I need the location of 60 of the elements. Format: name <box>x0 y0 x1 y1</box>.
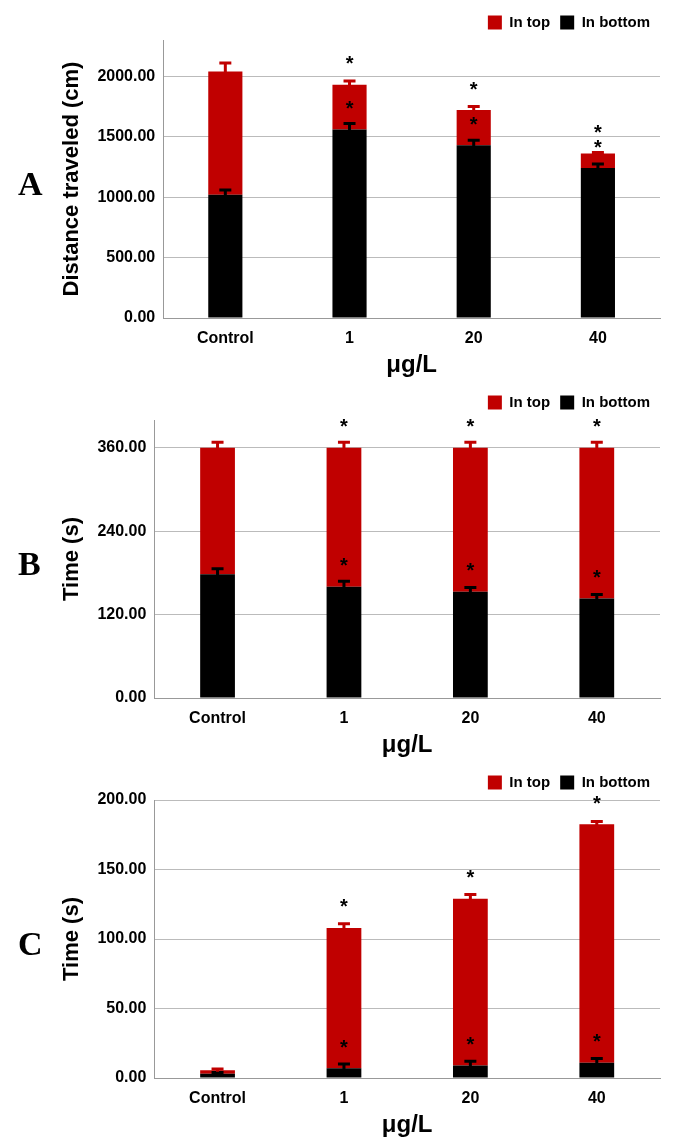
annotation: * <box>340 1035 349 1058</box>
y-axis-title: Distance traveled (cm) <box>58 61 84 297</box>
x-axis-title: μg/L <box>386 350 437 378</box>
y-tick-label: 100.00 <box>97 929 147 947</box>
x-axis-title: μg/L <box>381 1110 433 1138</box>
x-tick-label: 40 <box>587 1089 606 1107</box>
legend-label: In bottom <box>581 392 651 410</box>
annotation: * <box>466 559 475 582</box>
y-axis-title: Time (s) <box>58 897 84 981</box>
legend-label: In bottom <box>581 772 651 790</box>
y-tick-label: 2000.00 <box>97 66 156 84</box>
annotation: * <box>592 791 601 814</box>
text: B <box>18 545 41 583</box>
x-tick-label: Control <box>196 329 254 347</box>
y-tick-label: 200.00 <box>97 790 147 808</box>
y-tick-label: 50.00 <box>106 998 147 1016</box>
y-axis-title: Time (s) <box>58 517 84 601</box>
bar <box>579 824 615 1063</box>
x-axis-title: μg/L <box>381 730 433 758</box>
annotation: * <box>466 866 475 889</box>
y-tick-label: 150.00 <box>97 859 147 877</box>
x-tick-label: Control <box>189 709 246 727</box>
annotation: * <box>469 112 478 135</box>
annotation: * <box>340 895 349 918</box>
y-tick-label: 0.00 <box>115 1068 147 1086</box>
x-tick-label: 40 <box>589 329 607 347</box>
text: A <box>18 165 43 203</box>
legend-label: In bottom <box>581 12 651 30</box>
y-tick-label: 240.00 <box>97 521 147 539</box>
x-tick-label: 40 <box>587 709 606 727</box>
annotation: * <box>592 566 601 589</box>
x-tick-label: 1 <box>339 1089 349 1107</box>
annotation: * <box>345 96 354 119</box>
y-tick-label: 1000.00 <box>97 187 156 205</box>
bar <box>200 1073 235 1078</box>
legend-label: In top <box>509 12 551 30</box>
text: C <box>18 925 43 963</box>
legend-label: In top <box>509 772 551 790</box>
annotation: * <box>345 52 354 75</box>
annotation: * <box>466 1033 475 1056</box>
annotation: * <box>469 77 478 100</box>
x-tick-label: 20 <box>464 329 483 347</box>
y-tick-label: 360.00 <box>97 438 147 456</box>
y-tick-label: 1500.00 <box>97 127 156 145</box>
x-tick-label: 1 <box>339 709 349 727</box>
legend-label: In top <box>509 392 551 410</box>
x-tick-label: 20 <box>461 1089 480 1107</box>
x-tick-label: 20 <box>461 709 480 727</box>
annotation: * <box>466 415 475 438</box>
annotation: * <box>592 1030 601 1053</box>
y-tick-label: 120.00 <box>97 605 147 623</box>
annotation: * <box>340 415 349 438</box>
y-tick-label: 500.00 <box>106 247 156 265</box>
y-tick-label: 0.00 <box>124 308 156 326</box>
x-tick-label: 1 <box>345 329 355 347</box>
annotation: * <box>592 415 601 438</box>
y-tick-label: 0.00 <box>115 688 147 706</box>
bar <box>332 84 367 130</box>
annotation: * <box>340 554 349 577</box>
x-tick-label: Control <box>189 1089 246 1107</box>
